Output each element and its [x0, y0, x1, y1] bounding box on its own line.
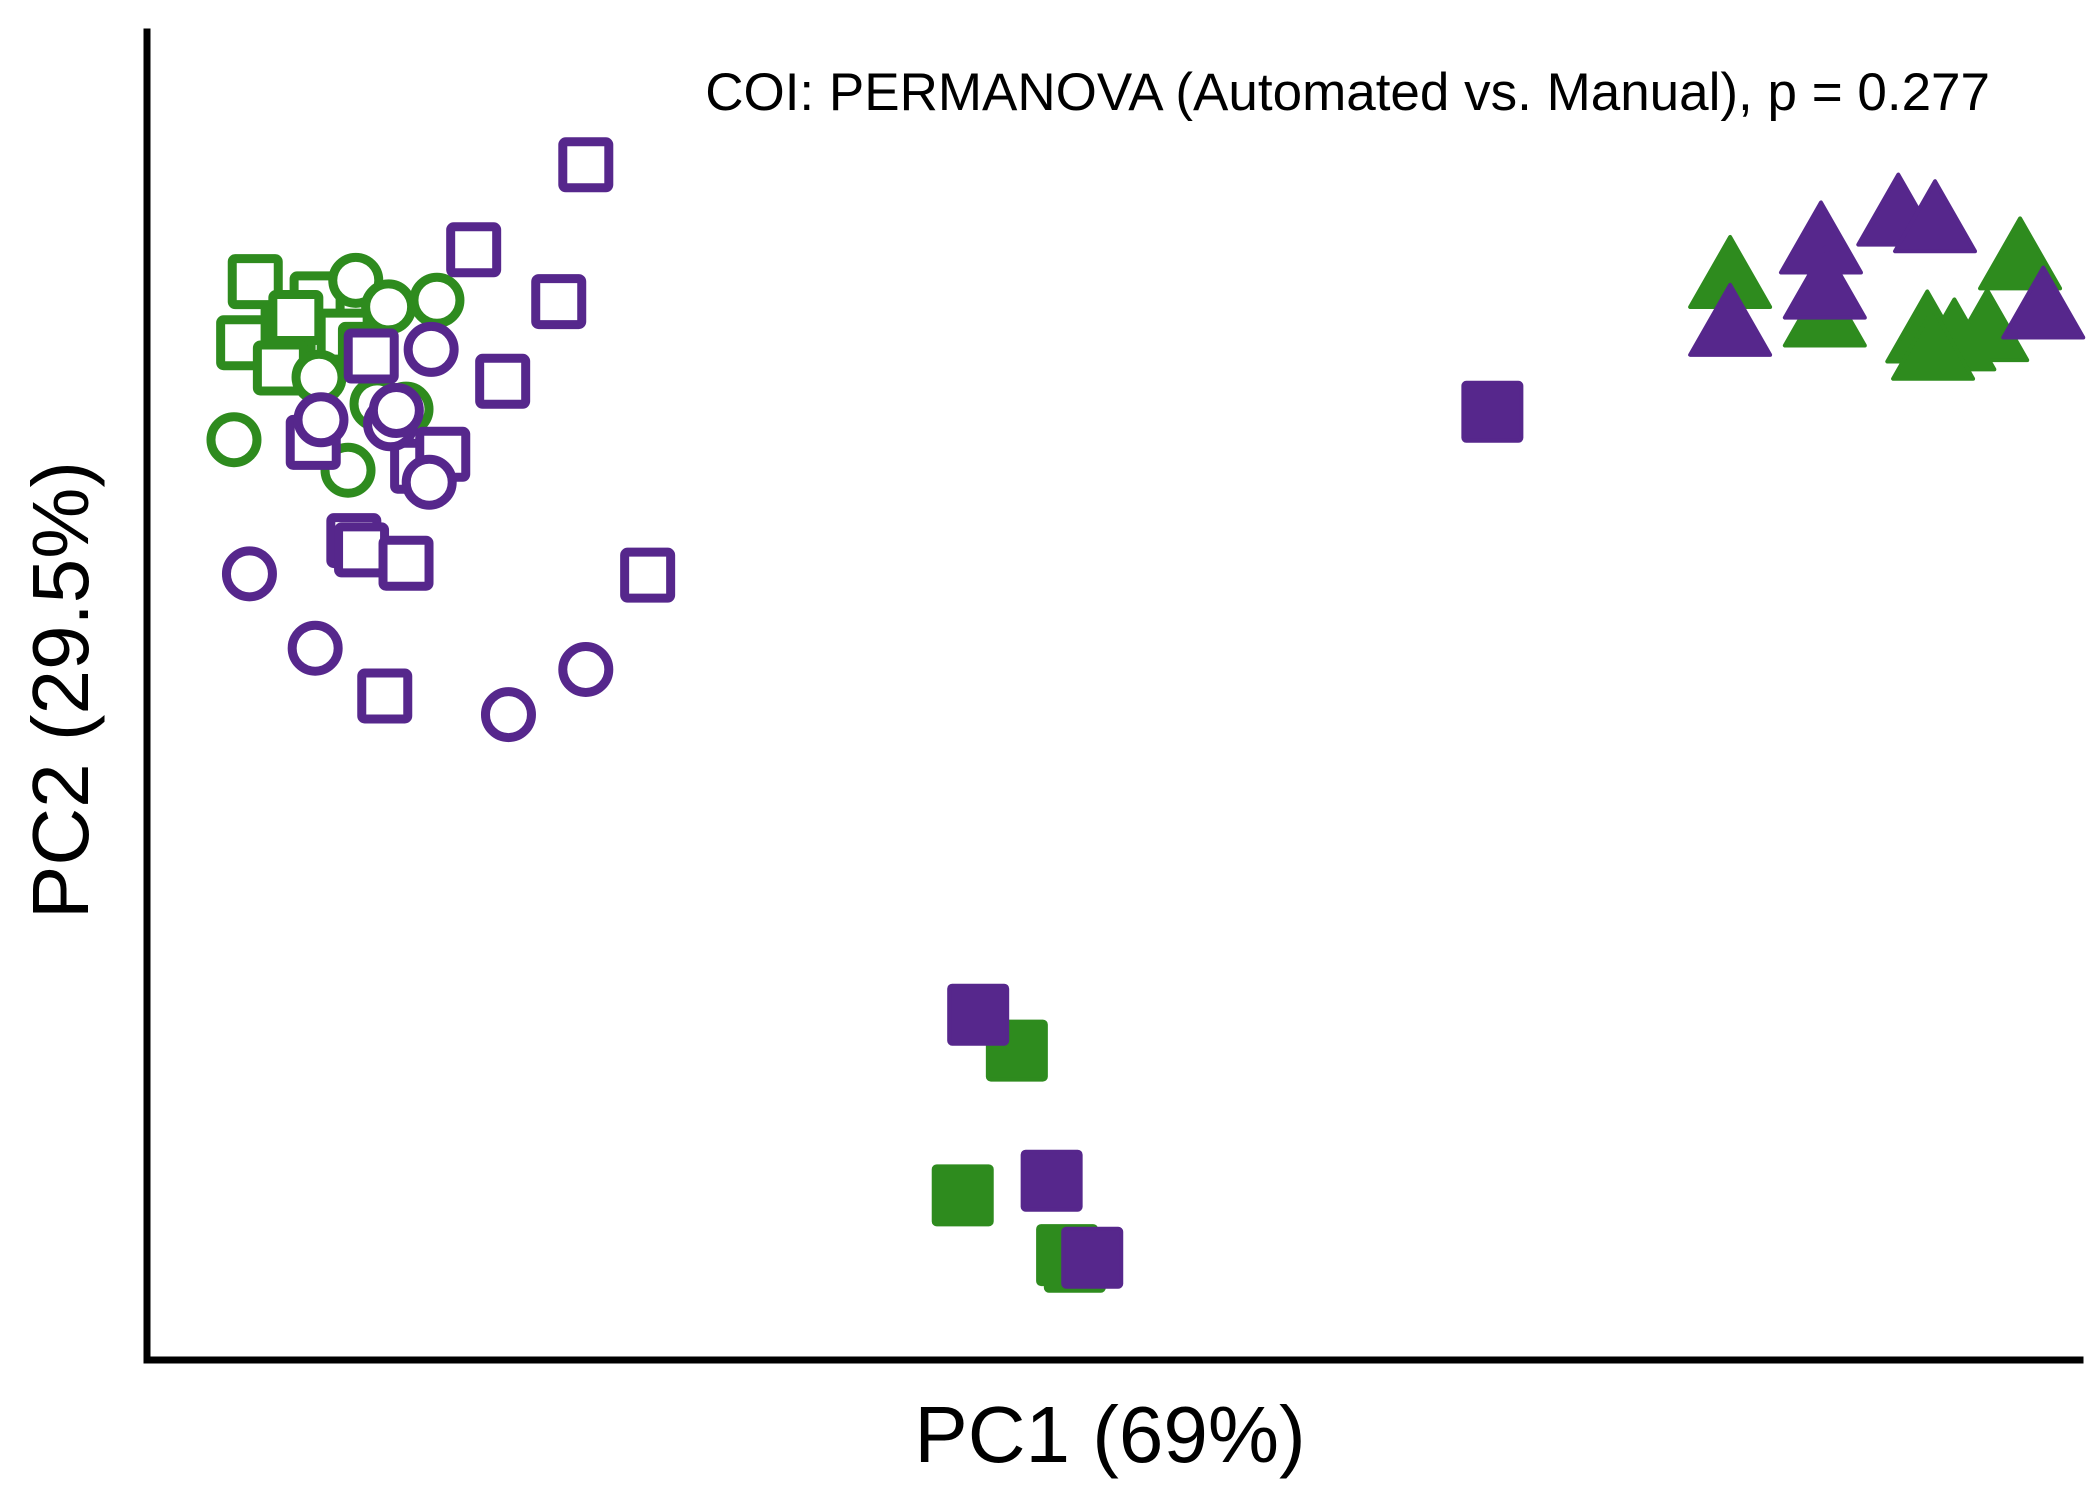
permanova-annotation: COI: PERMANOVA (Automated vs. Manual), p…	[705, 63, 1990, 122]
manual-open-circle-point	[368, 382, 424, 438]
manual-open-circle-point	[480, 687, 536, 743]
manual-open-square-point	[378, 535, 434, 591]
manual-filled-triangle-point	[2001, 265, 2086, 340]
manual-filled-square-point	[1061, 1226, 1124, 1289]
manual-open-square-point	[531, 274, 587, 330]
manual-open-circle-point	[287, 620, 343, 676]
manual-open-square-point	[343, 328, 399, 384]
manual-open-circle-point	[293, 392, 349, 448]
manual-open-square-point	[558, 137, 614, 193]
automated-open-square-point	[268, 290, 324, 346]
automated-open-circle-point	[361, 279, 417, 335]
manual-open-square-point	[446, 222, 502, 278]
manual-filled-triangle-point	[1688, 282, 1773, 357]
automated-open-square-point	[227, 254, 283, 310]
manual-filled-triangle-point	[1893, 179, 1978, 254]
points-layer	[206, 137, 2086, 1293]
manual-open-circle-point	[221, 546, 277, 602]
manual-filled-triangle-point	[1782, 245, 1867, 320]
x-axis-label: PC1 (69%)	[914, 1390, 1305, 1479]
manual-filled-square-point	[1020, 1149, 1083, 1212]
manual-filled-square-point	[1461, 380, 1524, 443]
manual-open-square-point	[620, 547, 676, 603]
automated-open-circle-point	[206, 412, 262, 468]
manual-open-square-point	[334, 522, 390, 578]
manual-open-circle-point	[558, 641, 614, 697]
automated-filled-triangle-point	[1891, 306, 1976, 381]
manual-open-circle-point	[403, 321, 459, 377]
automated-filled-square-point	[931, 1164, 994, 1227]
automated-open-circle-point	[409, 272, 465, 328]
manual-filled-square-point	[947, 983, 1010, 1046]
manual-open-square-point	[357, 668, 413, 724]
manual-open-circle-point	[401, 454, 457, 510]
y-axis-label: PC2 (29.5%)	[16, 461, 105, 919]
manual-open-square-point	[475, 353, 531, 409]
